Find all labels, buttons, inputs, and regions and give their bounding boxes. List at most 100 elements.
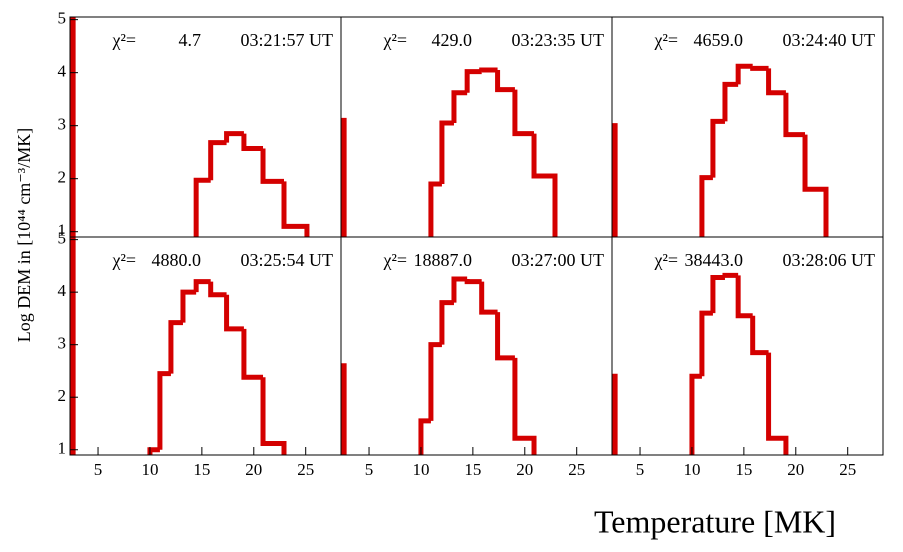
- histogram-bin: [722, 81, 739, 122]
- histogram-bin: [428, 342, 442, 421]
- histogram-bin: [241, 133, 264, 151]
- histogram-bin: [180, 289, 197, 323]
- histogram-bin: [439, 300, 454, 345]
- y-tick-label: 5: [58, 229, 67, 248]
- panel-frame: [611, 236, 884, 456]
- histogram-bin: [70, 17, 76, 237]
- chi2-symbol: χ²=: [653, 30, 678, 50]
- histogram-bin: [224, 131, 244, 143]
- histogram-bin: [750, 65, 769, 71]
- x-tick-label: 10: [141, 460, 158, 479]
- histogram-bin: [208, 140, 227, 181]
- x-tick-label: 20: [245, 460, 262, 479]
- time-label: 03:21:57 UT: [241, 30, 334, 50]
- panel: [341, 67, 558, 237]
- panel: [70, 17, 310, 237]
- histogram-bin: [699, 175, 713, 237]
- chi2-symbol: χ²=: [653, 250, 678, 270]
- histogram-bin: [531, 133, 558, 237]
- x-tick-label: 15: [464, 460, 481, 479]
- x-axis-label: Temperature [MK]: [594, 503, 836, 539]
- histogram-bin: [512, 89, 535, 137]
- histogram-bin: [439, 120, 454, 184]
- histogram-bin: [479, 67, 498, 73]
- x-tick-label: 5: [94, 460, 103, 479]
- histogram-bin: [766, 68, 786, 96]
- chi2-value: 18887.0: [414, 250, 473, 270]
- histogram-bin: [341, 363, 347, 455]
- histogram-bin: [418, 418, 431, 455]
- histogram-bin: [70, 237, 76, 455]
- histogram-bin: [495, 70, 515, 93]
- panel: [341, 276, 537, 455]
- histogram-bin: [451, 90, 468, 124]
- x-tick-label: 20: [787, 460, 804, 479]
- x-tick-label: 25: [297, 460, 314, 479]
- chi2-symbol: χ²=: [382, 30, 407, 50]
- y-tick-label: 4: [58, 62, 67, 81]
- panel: [612, 272, 789, 455]
- histogram-bin: [341, 117, 347, 237]
- time-label: 03:23:35 UT: [512, 30, 605, 50]
- y-tick-label: 2: [58, 386, 67, 405]
- chi2-symbol: χ²=: [111, 250, 136, 270]
- histogram-bin: [428, 181, 442, 237]
- histogram-bin: [495, 312, 515, 361]
- y-tick-label: 2: [58, 168, 67, 187]
- histogram-bin: [735, 63, 753, 85]
- chi2-value: 4880.0: [152, 250, 202, 270]
- y-tick-label: 1: [58, 221, 67, 240]
- histogram-bin: [193, 177, 211, 237]
- histogram-bin: [710, 274, 725, 314]
- y-tick-label: 3: [58, 334, 67, 353]
- time-label: 03:28:06 UT: [783, 250, 876, 270]
- histogram-bin: [612, 123, 618, 237]
- histogram-bin: [783, 92, 806, 138]
- x-tick-label: 25: [568, 460, 585, 479]
- y-tick-label: 4: [58, 281, 67, 300]
- histogram-bin: [208, 281, 227, 298]
- panel: [70, 237, 287, 455]
- x-tick-label: 20: [516, 460, 533, 479]
- x-tick-label: 10: [683, 460, 700, 479]
- histogram-bin: [168, 320, 183, 374]
- histogram-bin: [735, 275, 753, 319]
- histogram-bin: [689, 373, 702, 455]
- y-tick-label: 1: [58, 439, 67, 458]
- x-tick-label: 5: [365, 460, 374, 479]
- histogram-bin: [479, 281, 498, 315]
- histogram-bin: [157, 371, 171, 450]
- histogram-bin: [512, 357, 537, 455]
- histogram-bin: [802, 134, 829, 237]
- y-tick-label: 3: [58, 115, 67, 134]
- chi2-symbol: χ²=: [111, 30, 136, 50]
- time-label: 03:25:54 UT: [241, 250, 334, 270]
- x-tick-label: 10: [412, 460, 429, 479]
- time-label: 03:27:00 UT: [512, 250, 605, 270]
- chi2-symbol: χ²=: [382, 250, 407, 270]
- chi2-value: 38443.0: [685, 250, 744, 270]
- time-label: 03:24:40 UT: [783, 30, 876, 50]
- histogram-bin: [464, 69, 482, 93]
- x-tick-label: 15: [193, 460, 210, 479]
- chi2-value: 4.7: [179, 30, 202, 50]
- histogram-bin: [750, 315, 769, 356]
- chi2-value: 429.0: [432, 30, 473, 50]
- y-axis-label: Log DEM in [10⁴⁴ cm⁻³/MK]: [14, 128, 34, 342]
- histogram-bin: [612, 373, 618, 455]
- x-tick-label: 15: [735, 460, 752, 479]
- histogram-bin: [710, 118, 725, 178]
- x-tick-label: 25: [839, 460, 856, 479]
- histogram-bin: [699, 310, 713, 377]
- histogram-bin: [260, 148, 284, 184]
- histogram-bin: [260, 377, 287, 455]
- histogram-bin: [451, 276, 468, 303]
- histogram-bin: [224, 294, 244, 332]
- x-tick-label: 5: [636, 460, 645, 479]
- histogram-bin: [464, 279, 482, 285]
- panel: [612, 63, 829, 237]
- histogram-bin: [722, 272, 739, 278]
- histogram-bin: [241, 328, 264, 380]
- chi2-value: 4659.0: [694, 30, 744, 50]
